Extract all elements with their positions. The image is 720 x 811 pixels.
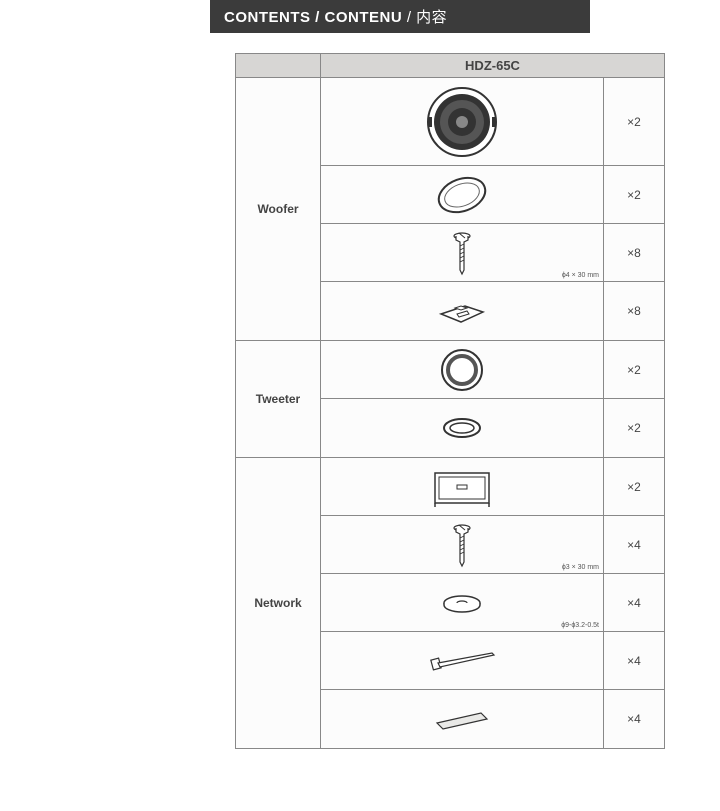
quantity-label: ×4	[604, 690, 664, 748]
tweeter-ring-icon	[321, 399, 604, 457]
item-row: ×4	[321, 690, 664, 748]
section-network: Network×2ϕ3 × 30 mm×4ϕ9-ϕ3.2-0.5t×4×4×4	[236, 458, 664, 748]
item-row: ϕ9-ϕ3.2-0.5t ×4	[321, 574, 664, 632]
items-column: ×2×2 ϕ4 × 30 mm ×8×8	[321, 78, 664, 340]
quantity-label: ×4	[604, 632, 664, 689]
woofer-grille-icon	[321, 166, 604, 223]
tweeter-driver-icon	[321, 341, 604, 398]
item-row: ×2	[321, 341, 664, 399]
network-washer-icon: ϕ9-ϕ3.2-0.5t	[321, 574, 604, 631]
item-row: ϕ3 × 30 mm ×4	[321, 516, 664, 574]
quantity-label: ×2	[604, 78, 664, 165]
woofer-screw-icon: ϕ4 × 30 mm	[321, 224, 604, 281]
quantity-label: ×2	[604, 166, 664, 223]
woofer-clip-icon	[321, 282, 604, 340]
quantity-label: ×8	[604, 282, 664, 340]
model-name: HDZ-65C	[321, 54, 664, 77]
quantity-label: ×2	[604, 399, 664, 457]
dimension-label: ϕ3 × 30 mm	[562, 564, 599, 571]
model-left-blank	[236, 54, 321, 77]
item-row: ×2	[321, 458, 664, 516]
quantity-label: ×4	[604, 516, 664, 573]
network-box-icon	[321, 458, 604, 515]
network-screw-icon: ϕ3 × 30 mm	[321, 516, 604, 573]
section-tweeter: Tweeter×2×2	[236, 341, 664, 458]
contents-header: CONTENTS / CONTENU / 内容	[210, 0, 590, 33]
category-label: Woofer	[236, 78, 321, 340]
quantity-label: ×2	[604, 458, 664, 515]
category-label: Network	[236, 458, 321, 748]
item-row: ×2	[321, 399, 664, 457]
header-bold: CONTENTS / CONTENU	[224, 9, 402, 26]
contents-table: HDZ-65C Woofer×2×2ϕ4 × 30 mm×8×8Tweeter×…	[235, 53, 665, 749]
item-row: ϕ4 × 30 mm ×8	[321, 224, 664, 282]
dimension-label: ϕ9-ϕ3.2-0.5t	[561, 622, 599, 629]
item-row: ×8	[321, 282, 664, 340]
quantity-label: ×4	[604, 574, 664, 631]
quantity-label: ×8	[604, 224, 664, 281]
items-column: ×2×2	[321, 341, 664, 457]
item-row: ×2	[321, 78, 664, 166]
woofer-driver-icon	[321, 78, 604, 165]
item-row: ×4	[321, 632, 664, 690]
item-row: ×2	[321, 166, 664, 224]
quantity-label: ×2	[604, 341, 664, 398]
category-label: Tweeter	[236, 341, 321, 457]
section-woofer: Woofer ×2×2 ϕ4 × 30 mm ×8×8	[236, 78, 664, 341]
header-rest: / 内容	[402, 9, 447, 26]
dimension-label: ϕ4 × 30 mm	[562, 272, 599, 279]
items-column: ×2ϕ3 × 30 mm×4ϕ9-ϕ3.2-0.5t×4×4×4	[321, 458, 664, 748]
network-tape-icon	[321, 690, 604, 748]
model-row: HDZ-65C	[236, 54, 664, 78]
network-tie-icon	[321, 632, 604, 689]
